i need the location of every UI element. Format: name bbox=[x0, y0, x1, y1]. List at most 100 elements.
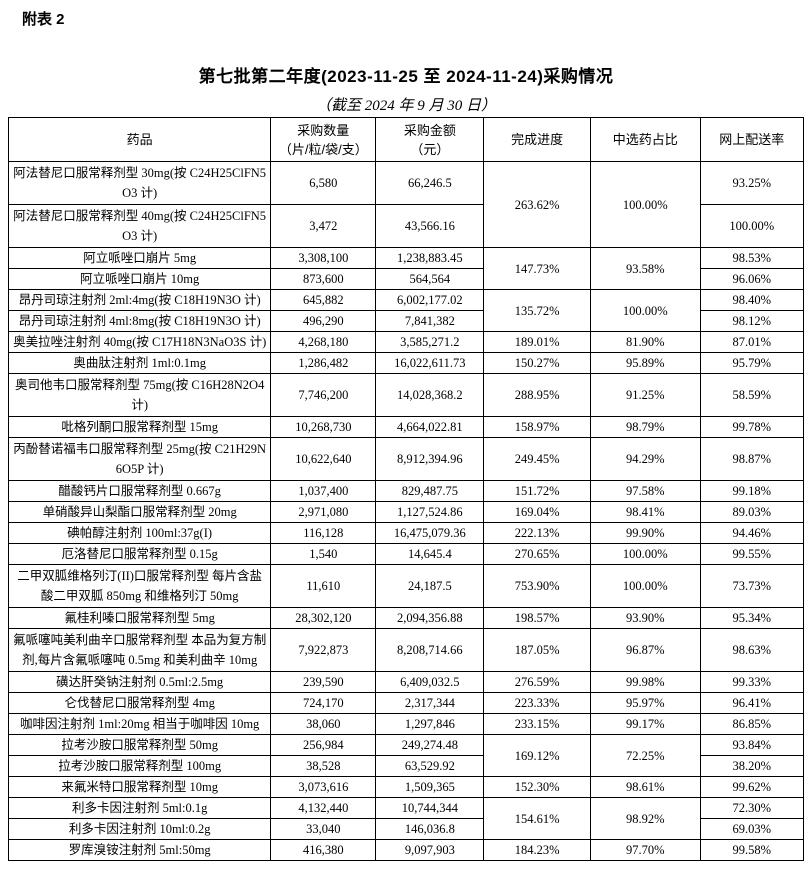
selected-drug-ratio-cell: 100.00% bbox=[589, 564, 701, 608]
selected-drug-ratio-cell: 81.90% bbox=[589, 331, 701, 353]
drug-name-cell: 阿立哌唑口崩片 10mg bbox=[7, 268, 272, 290]
purchase-quantity-cell: 1,286,482 bbox=[270, 352, 377, 374]
table-row: 仑伐替尼口服常释剂型 4mg 724,170 2,317,344 223.33% 95.… bbox=[7, 692, 805, 714]
header-amount-line2: （元） bbox=[410, 141, 450, 157]
header-row: 药品 采购数量 （片/粒/袋/支） 采购金额 （元） 完成进度 中选药占比 网上… bbox=[7, 117, 805, 162]
table-row: 利多卡因注射剂 5ml:0.1g 4,132,440 10,744,344 154.6… bbox=[7, 797, 805, 840]
online-delivery-rate-cell: 100.00% bbox=[699, 204, 805, 248]
table-row: 拉考沙胺口服常释剂型 100mg 38,528 63,529.92 38.20% bbox=[7, 755, 805, 777]
purchase-quantity-cell: 873,600 bbox=[270, 268, 377, 290]
header-amount: 采购金额 （元） bbox=[375, 117, 485, 162]
drug-name-cell: 阿立哌唑口崩片 5mg bbox=[7, 247, 272, 269]
selected-drug-ratio-cell: 97.58% bbox=[589, 480, 701, 502]
purchase-amount-cell: 66,246.5 bbox=[375, 161, 485, 205]
purchase-quantity-cell: 3,073,616 bbox=[270, 776, 377, 798]
completion-progress-cell: 198.57% bbox=[483, 607, 591, 629]
purchase-amount-cell: 43,566.16 bbox=[375, 204, 485, 248]
purchase-amount-cell: 24,187.5 bbox=[375, 564, 485, 608]
drug-name-cell: 二甲双胍维格列汀(II)口服常释剂型 每片含盐酸二甲双胍 850mg 和维格列汀… bbox=[7, 564, 272, 608]
purchase-quantity-cell: 38,060 bbox=[270, 713, 377, 735]
completion-progress-cell: 150.27% bbox=[483, 352, 591, 374]
drug-name-cell: 仑伐替尼口服常释剂型 4mg bbox=[7, 692, 272, 714]
selected-drug-ratio-cell: 98.79% bbox=[589, 416, 701, 438]
online-delivery-rate-cell: 94.46% bbox=[699, 522, 805, 544]
online-delivery-rate-cell: 99.18% bbox=[699, 480, 805, 502]
header-selected-ratio: 中选药占比 bbox=[589, 117, 701, 162]
purchase-amount-cell: 6,002,177.02 bbox=[375, 289, 485, 311]
purchase-quantity-cell: 10,268,730 bbox=[270, 416, 377, 438]
selected-drug-ratio-cell: 99.98% bbox=[589, 671, 701, 693]
purchase-quantity-cell: 239,590 bbox=[270, 671, 377, 693]
online-delivery-rate-cell: 69.03% bbox=[699, 818, 805, 840]
header-drug: 药品 bbox=[7, 117, 272, 162]
drug-name-cell: 罗库溴铵注射剂 5ml:50mg bbox=[7, 839, 272, 861]
online-delivery-rate-cell: 38.20% bbox=[699, 755, 805, 777]
selected-drug-ratio-cell: 93.90% bbox=[589, 607, 701, 629]
header-amount-line1: 采购金额 bbox=[403, 122, 456, 138]
purchase-amount-cell: 1,509,365 bbox=[375, 776, 485, 798]
purchase-quantity-cell: 10,622,640 bbox=[270, 437, 377, 481]
purchase-amount-cell: 8,912,394.96 bbox=[375, 437, 485, 481]
purchase-quantity-cell: 38,528 bbox=[270, 755, 377, 777]
purchase-amount-cell: 8,208,714.66 bbox=[375, 628, 485, 672]
selected-drug-ratio-cell: 99.17% bbox=[589, 713, 701, 735]
online-delivery-rate-cell: 98.63% bbox=[699, 628, 805, 672]
purchase-amount-cell: 63,529.92 bbox=[375, 755, 485, 777]
online-delivery-rate-cell: 95.79% bbox=[699, 352, 805, 374]
drug-name-cell: 单硝酸异山梨酯口服常释剂型 20mg bbox=[7, 501, 272, 523]
purchase-amount-cell: 1,127,524.86 bbox=[375, 501, 485, 523]
purchase-amount-cell: 2,094,356.88 bbox=[375, 607, 485, 629]
online-delivery-rate-cell: 98.12% bbox=[699, 310, 805, 332]
completion-progress-cell: 263.62% bbox=[483, 161, 591, 248]
purchase-amount-cell: 9,097,903 bbox=[375, 839, 485, 861]
drug-name-cell: 昂丹司琼注射剂 4ml:8mg(按 C18H19N3O 计) bbox=[7, 310, 272, 332]
online-delivery-rate-cell: 99.78% bbox=[699, 416, 805, 438]
completion-progress-cell: 753.90% bbox=[483, 564, 591, 608]
table-row: 氟桂利嗪口服常释剂型 5mg 28,302,120 2,094,356.88 198.… bbox=[7, 607, 805, 629]
drug-name-cell: 利多卡因注射剂 10ml:0.2g bbox=[7, 818, 272, 840]
table-row: 阿立哌唑口崩片 5mg 3,308,100 1,238,883.45 147.73% 9… bbox=[7, 247, 805, 290]
drug-name-cell: 拉考沙胺口服常释剂型 100mg bbox=[7, 755, 272, 777]
online-delivery-rate-cell: 72.30% bbox=[699, 797, 805, 819]
purchase-amount-cell: 6,409,032.5 bbox=[375, 671, 485, 693]
header-quantity-line2: （片/粒/袋/支） bbox=[278, 141, 368, 157]
purchase-quantity-cell: 1,037,400 bbox=[270, 480, 377, 502]
table-row: 阿立哌唑口崩片 10mg 873,600 564,564 96.06% bbox=[7, 268, 805, 290]
drug-name-cell: 磺达肝癸钠注射剂 0.5ml:2.5mg bbox=[7, 671, 272, 693]
purchase-amount-cell: 1,238,883.45 bbox=[375, 247, 485, 269]
page-title: 第七批第二年度(2023-11-25 至 2024-11-24)采购情况 bbox=[198, 67, 614, 86]
purchase-quantity-cell: 496,290 bbox=[270, 310, 377, 332]
table-row: 奥曲肽注射剂 1ml:0.1mg 1,286,482 16,022,611.73 15… bbox=[7, 352, 805, 374]
completion-progress-cell: 276.59% bbox=[483, 671, 591, 693]
online-delivery-rate-cell: 99.58% bbox=[699, 839, 805, 861]
purchase-quantity-cell: 6,580 bbox=[270, 161, 377, 205]
selected-drug-ratio-cell: 98.41% bbox=[589, 501, 701, 523]
completion-progress-cell: 152.30% bbox=[483, 776, 591, 798]
selected-drug-ratio-cell: 91.25% bbox=[589, 373, 701, 417]
completion-progress-cell: 249.45% bbox=[483, 437, 591, 481]
header-progress: 完成进度 bbox=[483, 117, 591, 162]
drug-name-cell: 拉考沙胺口服常释剂型 50mg bbox=[7, 734, 272, 756]
selected-drug-ratio-cell: 96.87% bbox=[589, 628, 701, 672]
drug-name-cell: 来氟米特口服常释剂型 10mg bbox=[7, 776, 272, 798]
purchase-quantity-cell: 416,380 bbox=[270, 839, 377, 861]
header-delivery-rate: 网上配送率 bbox=[699, 117, 805, 162]
selected-drug-ratio-cell: 98.92% bbox=[589, 797, 701, 840]
table-row: 碘帕醇注射剂 100ml:37g(I) 116,128 16,475,079.36 2… bbox=[7, 522, 805, 544]
purchase-quantity-cell: 3,472 bbox=[270, 204, 377, 248]
table-row: 奥司他韦口服常释剂型 75mg(按 C16H28N2O4 计) 7,746,200… bbox=[7, 373, 805, 417]
purchase-quantity-cell: 3,308,100 bbox=[270, 247, 377, 269]
procurement-table-body: 阿法替尼口服常释剂型 30mg(按 C24H25ClFN5O3 计) 6,580 6… bbox=[7, 161, 805, 861]
completion-progress-cell: 169.12% bbox=[483, 734, 591, 777]
completion-progress-cell: 270.65% bbox=[483, 543, 591, 565]
selected-drug-ratio-cell: 100.00% bbox=[589, 161, 701, 248]
procurement-table: 药品 采购数量 （片/粒/袋/支） 采购金额 （元） 完成进度 中选药占比 网上… bbox=[7, 117, 805, 861]
drug-name-cell: 咖啡因注射剂 1ml:20mg 相当于咖啡因 10mg bbox=[7, 713, 272, 735]
online-delivery-rate-cell: 73.73% bbox=[699, 564, 805, 608]
table-row: 来氟米特口服常释剂型 10mg 3,073,616 1,509,365 152.30%… bbox=[7, 776, 805, 798]
purchase-amount-cell: 16,475,079.36 bbox=[375, 522, 485, 544]
completion-progress-cell: 223.33% bbox=[483, 692, 591, 714]
purchase-amount-cell: 146,036.8 bbox=[375, 818, 485, 840]
purchase-amount-cell: 14,645.4 bbox=[375, 543, 485, 565]
online-delivery-rate-cell: 98.53% bbox=[699, 247, 805, 269]
